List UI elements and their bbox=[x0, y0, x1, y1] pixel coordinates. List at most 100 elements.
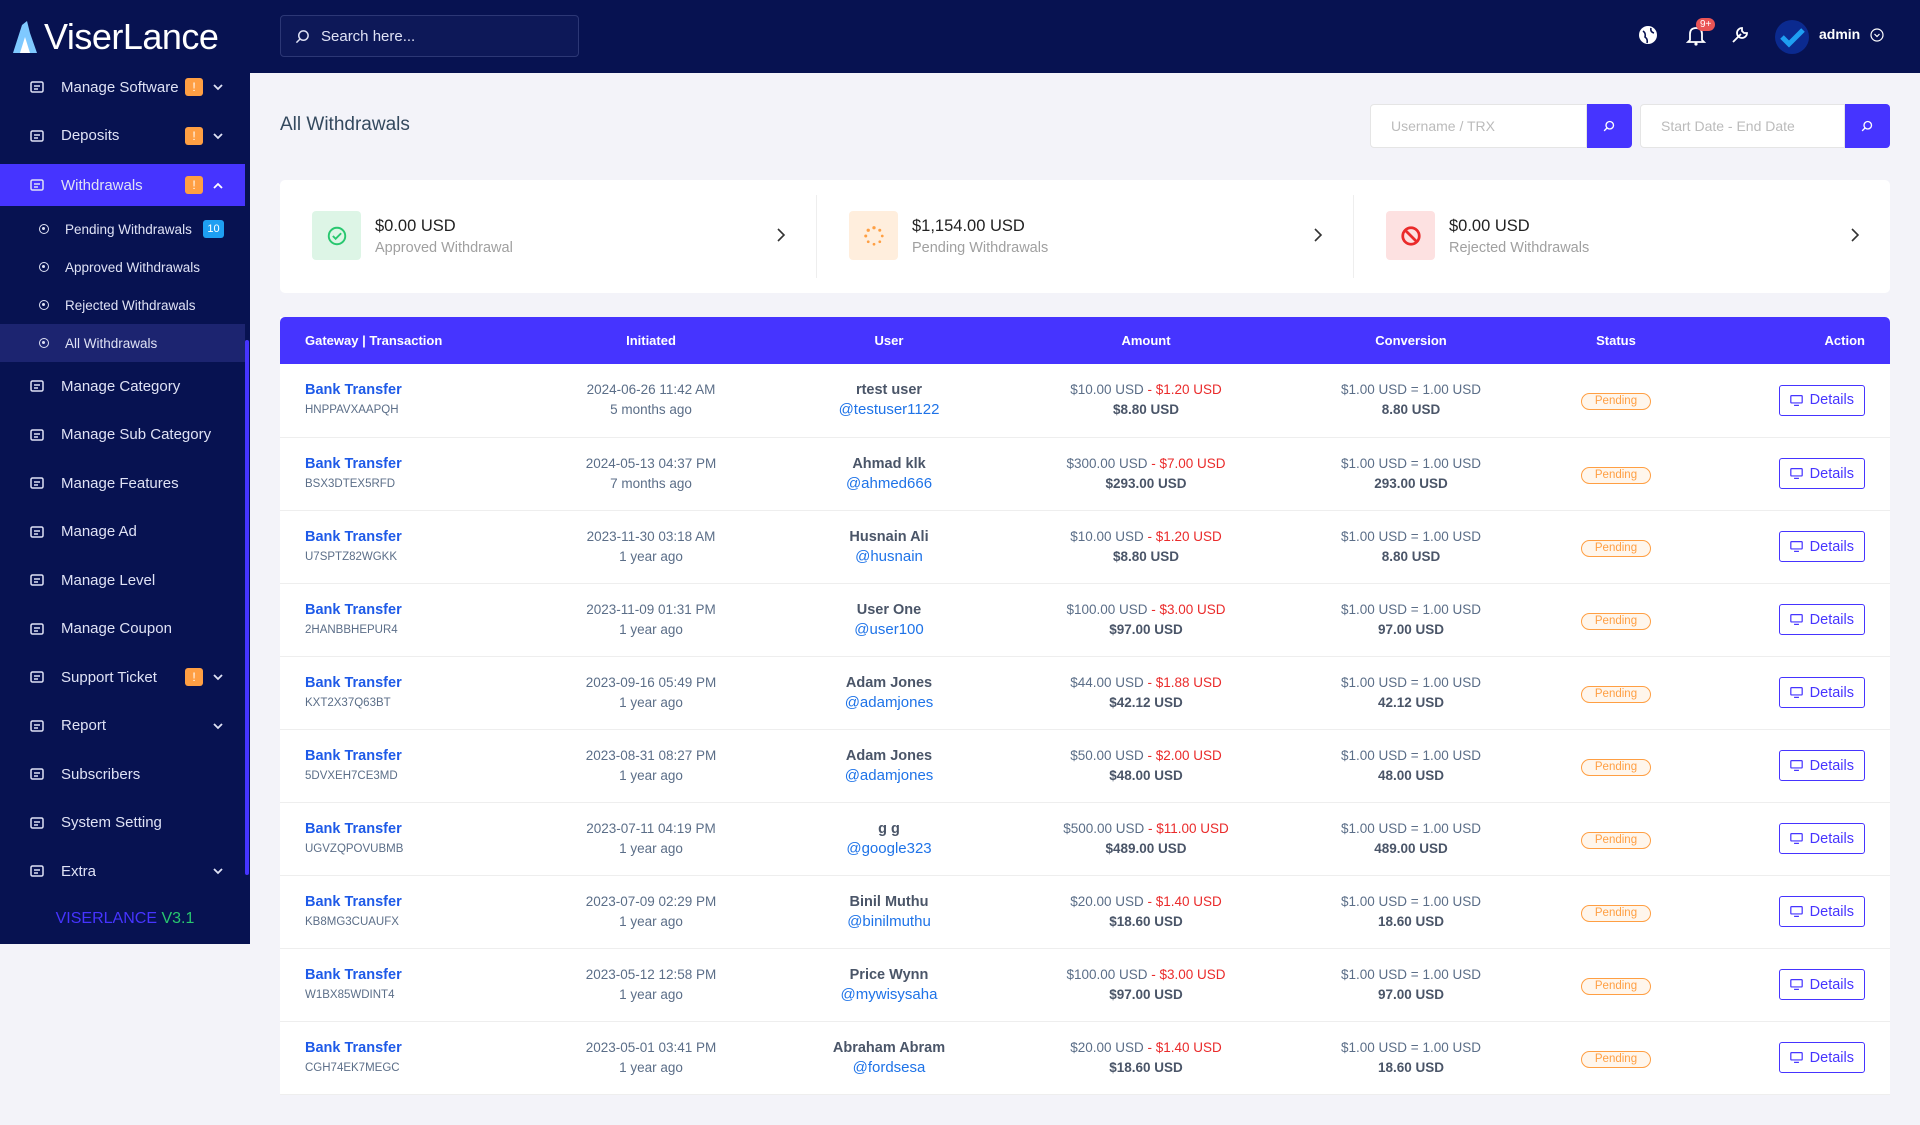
amount-cell: $10.00 USD - $1.20 USD $8.80 USD bbox=[1006, 510, 1286, 584]
details-button[interactable]: Details bbox=[1778, 531, 1865, 562]
username[interactable]: admin bbox=[1819, 26, 1861, 42]
menu-item[interactable]: Extra bbox=[0, 847, 245, 896]
details-button[interactable]: Details bbox=[1778, 604, 1865, 635]
details-button[interactable]: Details bbox=[1778, 896, 1865, 927]
details-icon bbox=[1789, 1052, 1803, 1063]
amount: $300.00 USD bbox=[1066, 455, 1148, 471]
amount-cell: $100.00 USD - $3.00 USD $97.00 USD bbox=[1006, 948, 1286, 1022]
user-link[interactable]: @fordsesa bbox=[852, 1058, 926, 1076]
menu-icon bbox=[30, 380, 44, 392]
action-cell: Details bbox=[1696, 1021, 1890, 1095]
relative-time: 1 year ago bbox=[619, 1059, 683, 1075]
status-cell: Pending bbox=[1536, 510, 1696, 584]
menu-item[interactable]: Manage Software! bbox=[0, 63, 245, 112]
avatar[interactable] bbox=[1775, 20, 1809, 54]
details-icon bbox=[1789, 614, 1803, 625]
menu-item[interactable]: Manage Features bbox=[0, 459, 245, 508]
user-cell: User One @user100 bbox=[772, 583, 1006, 657]
details-label: Details bbox=[1809, 465, 1854, 482]
stat-card[interactable]: $1,154.00 USD Pending Withdrawals bbox=[817, 195, 1354, 278]
menu-label: System Setting bbox=[61, 814, 162, 832]
net-amount: $489.00 USD bbox=[1105, 840, 1187, 856]
status-badge: Pending bbox=[1580, 466, 1652, 484]
status-badge: Pending bbox=[1580, 612, 1652, 630]
menu-item[interactable]: Manage Coupon bbox=[0, 605, 245, 654]
menu-label: Support Ticket bbox=[61, 668, 157, 686]
relative-time: 1 year ago bbox=[619, 840, 683, 856]
menu-item[interactable]: Manage Sub Category bbox=[0, 411, 245, 460]
menu-icon bbox=[30, 477, 44, 489]
settings-icon[interactable] bbox=[1729, 24, 1751, 46]
user-cell: Abraham Abram @fordsesa bbox=[772, 1021, 1006, 1095]
menu-icon bbox=[30, 623, 44, 635]
user-link[interactable]: @husnain bbox=[855, 547, 923, 565]
status-cell: Pending bbox=[1536, 802, 1696, 876]
details-button[interactable]: Details bbox=[1778, 677, 1865, 708]
user-link[interactable]: @google323 bbox=[846, 839, 932, 857]
details-button[interactable]: Details bbox=[1778, 969, 1865, 1000]
menu: Manage Software! Deposits! Withdrawals! Pen… bbox=[0, 63, 245, 896]
user-link[interactable]: @adamjones bbox=[844, 766, 934, 784]
menu-item[interactable]: Manage Level bbox=[0, 556, 245, 605]
menu-item[interactable]: System Setting bbox=[0, 799, 245, 848]
menu-label: Manage Software bbox=[61, 78, 179, 96]
logo[interactable]: ViserLance bbox=[10, 14, 219, 60]
net-amount: $97.00 USD bbox=[1109, 621, 1183, 637]
username-filter[interactable]: Username / TRX bbox=[1370, 104, 1587, 148]
menu-item[interactable]: Support Ticket! bbox=[0, 653, 245, 702]
user-name: Abraham Abram bbox=[832, 1039, 946, 1056]
menu-item[interactable]: Subscribers bbox=[0, 750, 245, 799]
menu-badge: ! bbox=[185, 176, 203, 194]
menu-label: Manage Coupon bbox=[61, 620, 172, 638]
date: 2023-07-11 04:19 PM bbox=[586, 820, 716, 836]
transaction-id: BSX3DTEX5RFD bbox=[305, 477, 396, 490]
conversion-cell: $1.00 USD = 1.00 USD 97.00 USD bbox=[1286, 948, 1536, 1022]
submenu-item[interactable]: Pending Withdrawals 10 bbox=[0, 210, 245, 248]
user-link[interactable]: @testuser1122 bbox=[838, 401, 940, 419]
amount-cell: $300.00 USD - $7.00 USD $293.00 USD bbox=[1006, 437, 1286, 511]
charge: - $2.00 USD bbox=[1147, 747, 1222, 763]
user-link[interactable]: @ahmed666 bbox=[845, 474, 933, 492]
user-name: User One bbox=[856, 601, 922, 618]
date-filter[interactable]: Start Date - End Date bbox=[1640, 104, 1845, 148]
user-menu-icon[interactable] bbox=[1870, 28, 1884, 42]
stat-card[interactable]: $0.00 USD Approved Withdrawal bbox=[280, 195, 817, 278]
submenu-label: Pending Withdrawals bbox=[65, 221, 192, 237]
amount: $50.00 USD bbox=[1070, 747, 1144, 763]
stat-card[interactable]: $0.00 USD Rejected Withdrawals bbox=[1354, 195, 1890, 278]
search-button[interactable] bbox=[1587, 104, 1632, 148]
gateway-cell: Bank Transfer U7SPTZ82WGKK bbox=[280, 510, 530, 584]
date: 2023-05-01 03:41 PM bbox=[585, 1039, 717, 1055]
net-amount: $42.12 USD bbox=[1109, 694, 1183, 710]
date-search-button[interactable] bbox=[1845, 104, 1890, 148]
menu-item[interactable]: Withdrawals! bbox=[0, 164, 245, 206]
language-icon[interactable] bbox=[1637, 24, 1659, 46]
user-link[interactable]: @user100 bbox=[854, 620, 924, 638]
submenu-item[interactable]: All Withdrawals bbox=[0, 324, 245, 362]
gateway-cell: Bank Transfer 5DVXEH7CE3MD bbox=[280, 729, 530, 803]
card-label: Pending Withdrawals bbox=[912, 240, 1049, 256]
relative-time: 1 year ago bbox=[619, 548, 683, 564]
details-button[interactable]: Details bbox=[1778, 458, 1865, 489]
action-cell: Details bbox=[1696, 583, 1890, 657]
date: 2023-11-30 03:18 AM bbox=[586, 528, 716, 544]
menu-item[interactable]: Manage Category bbox=[0, 362, 245, 411]
card-icon-glyph bbox=[863, 225, 884, 246]
details-button[interactable]: Details bbox=[1778, 1042, 1865, 1073]
menu-item[interactable]: Manage Ad bbox=[0, 508, 245, 557]
converted: 18.60 USD bbox=[1377, 913, 1445, 929]
search-input[interactable]: Search here... bbox=[280, 15, 579, 57]
details-button[interactable]: Details bbox=[1778, 384, 1865, 416]
charge: - $1.88 USD bbox=[1147, 674, 1222, 690]
user-link[interactable]: @adamjones bbox=[844, 693, 934, 711]
table-body: Bank Transfer HNPPAVXAAPQH 2024-06-26 11:4… bbox=[280, 364, 1890, 1095]
details-button[interactable]: Details bbox=[1778, 823, 1865, 854]
menu-item[interactable]: Report bbox=[0, 702, 245, 751]
submenu-item[interactable]: Approved Withdrawals bbox=[0, 248, 245, 286]
submenu-item[interactable]: Rejected Withdrawals bbox=[0, 286, 245, 324]
user-link[interactable]: @mywisysaha bbox=[840, 985, 938, 1003]
menu-item[interactable]: Deposits! bbox=[0, 112, 245, 161]
details-button[interactable]: Details bbox=[1778, 750, 1865, 781]
amount-line: $10.00 USD - $1.20 USD bbox=[1007, 527, 1285, 547]
user-link[interactable]: @binilmuthu bbox=[847, 912, 931, 930]
